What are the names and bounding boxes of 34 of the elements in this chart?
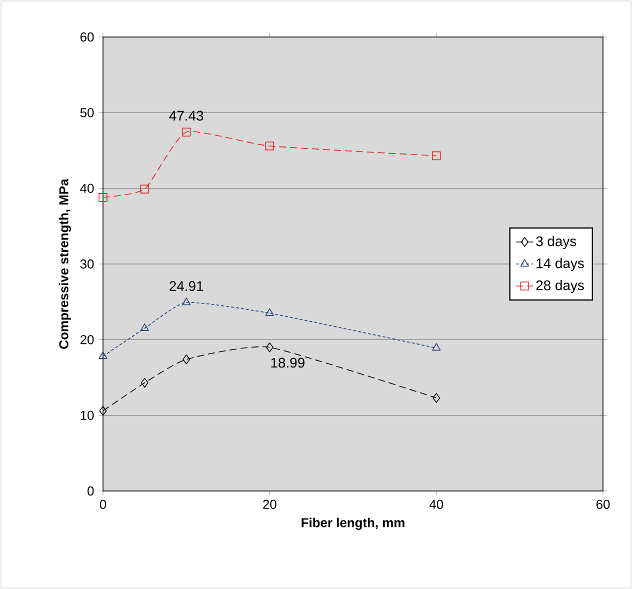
x-tick-label: 20 — [263, 500, 276, 509]
data-label: 47.43 — [169, 110, 204, 121]
point — [182, 128, 191, 136]
y-tick-label: 20 — [80, 335, 94, 344]
x-tick-label: 40 — [429, 500, 444, 509]
data-label: 18.99 — [271, 358, 304, 368]
y-tick-label: 50 — [80, 108, 94, 118]
y-tick-label: 10 — [80, 410, 94, 420]
point — [140, 378, 148, 388]
y-tick-label: 40 — [80, 184, 94, 193]
point — [182, 354, 190, 364]
x-axis-title: Fiber length, mm — [302, 518, 404, 530]
y-tick-label: 60 — [80, 32, 94, 42]
x-tick-label: 60 — [596, 500, 610, 509]
point — [140, 323, 149, 331]
point — [98, 193, 108, 202]
point — [432, 151, 441, 160]
x-tick-label: 0 — [100, 500, 106, 509]
legend-label: 3 days — [536, 236, 576, 249]
point — [432, 393, 440, 403]
point — [266, 342, 274, 352]
point — [182, 298, 191, 306]
data-label: 24.91 — [170, 281, 204, 292]
legend-label: 28 days — [536, 280, 584, 293]
y-tick-label: 30 — [80, 259, 94, 269]
point — [265, 308, 274, 316]
point — [265, 142, 274, 150]
point — [99, 406, 107, 416]
point — [432, 343, 441, 351]
y-tick-label: 0 — [88, 486, 94, 496]
legend-label: 14 days — [536, 258, 584, 271]
y-axis-title: Compressive strength, MPa — [58, 178, 71, 349]
point — [140, 184, 150, 194]
point — [98, 351, 108, 359]
